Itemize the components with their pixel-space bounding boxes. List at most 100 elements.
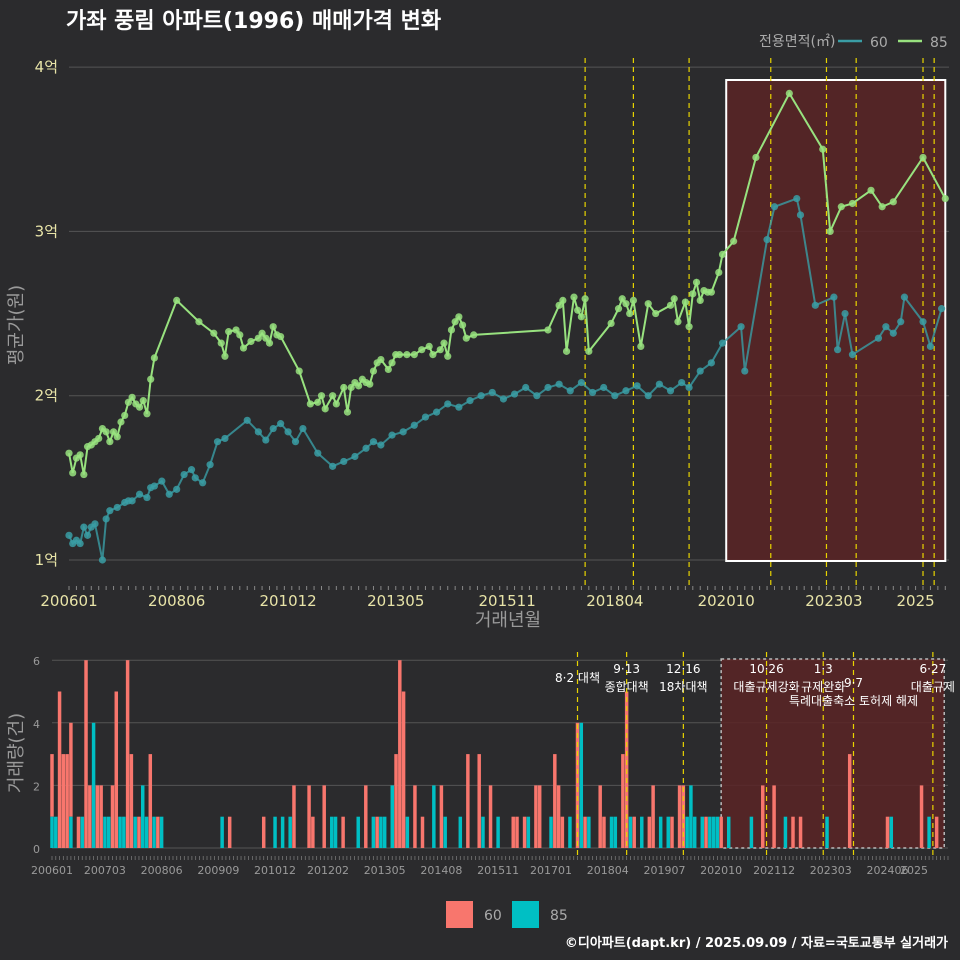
price-point-85: [581, 295, 589, 303]
volume-bar-85: [587, 816, 591, 848]
price-point-85: [95, 434, 103, 443]
price-point-60: [488, 388, 496, 397]
y-tick-label: 1억: [35, 551, 58, 569]
volume-bar-60: [556, 785, 561, 848]
volume-bar-85: [481, 816, 485, 848]
x-axis-label-price: 거래년월: [475, 610, 541, 631]
price-point-85: [147, 375, 155, 383]
legend-label-vol-85: 85: [550, 908, 568, 924]
volume-bar-60: [69, 722, 73, 817]
price-point-85: [109, 428, 118, 436]
volume-bar-85: [280, 816, 285, 848]
price-point-85: [277, 332, 285, 341]
price-point-85: [681, 298, 689, 306]
price-point-60: [707, 359, 715, 367]
price-point-60: [889, 329, 897, 337]
volume-bar-60: [670, 816, 674, 848]
price-point-85: [76, 451, 84, 459]
price-point-85: [848, 199, 857, 208]
price-point-60: [737, 323, 745, 331]
x-tick-label: 201907: [643, 864, 685, 877]
volume-bar-60: [704, 816, 708, 848]
price-point-85: [269, 323, 277, 331]
price-point-85: [340, 383, 348, 392]
price-point-85: [65, 449, 73, 457]
price-point-85: [314, 398, 322, 406]
volume-bar-85: [526, 816, 531, 848]
price-point-60: [76, 539, 84, 548]
price-point-60: [926, 342, 935, 351]
price-point-85: [692, 278, 701, 286]
price-point-60: [666, 387, 675, 395]
price-point-60: [340, 457, 348, 466]
price-point-60: [213, 438, 222, 446]
x-tick-label: 200806: [141, 864, 183, 877]
volume-bar-85: [133, 816, 137, 848]
volume-bar-60: [761, 785, 765, 848]
price-point-85: [384, 365, 392, 374]
price-point-85: [555, 301, 563, 309]
price-point-85: [425, 342, 433, 351]
y-tick-label: 6: [33, 655, 40, 668]
price-point-85: [113, 433, 121, 441]
y-axis-label-price: 평균가(원): [6, 285, 27, 365]
y-axis-label-volume: 거래량(건): [6, 713, 27, 793]
volume-bar-85: [106, 816, 111, 848]
price-point-85: [135, 403, 144, 411]
volume-bar-60: [88, 785, 92, 848]
price-point-85: [685, 323, 693, 331]
volume-bar-60: [125, 660, 130, 848]
price-point-60: [362, 444, 370, 452]
price-point-60: [588, 388, 597, 397]
price-point-85: [889, 198, 897, 206]
price-point-60: [369, 438, 378, 446]
price-point-85: [577, 313, 586, 321]
volume-bar-85: [658, 816, 663, 848]
price-point-85: [455, 313, 463, 321]
volume-bar-85: [726, 816, 731, 848]
volume-bar-60: [583, 816, 587, 848]
price-point-60: [741, 367, 749, 375]
x-tick-label: 202406: [867, 864, 909, 877]
volume-bar-85: [825, 816, 829, 848]
volume-bar-60: [560, 816, 565, 848]
price-point-60: [811, 301, 819, 309]
volume-bar-60: [413, 785, 417, 848]
volume-bar-85: [628, 816, 633, 848]
price-point-85: [878, 203, 886, 211]
price-point-85: [225, 328, 233, 336]
volume-bar-60: [322, 785, 326, 848]
volume-bar-85: [330, 816, 334, 848]
price-point-85: [236, 331, 244, 339]
bottom-legend: 60 85: [446, 901, 568, 928]
price-point-85: [102, 428, 110, 436]
price-point-60: [351, 452, 359, 461]
volume-bar-60: [311, 816, 315, 848]
legend-title: 전용면적(㎡): [759, 34, 835, 50]
volume-bar-85: [496, 816, 500, 848]
price-point-60: [544, 383, 552, 392]
price-point-85: [388, 359, 396, 367]
policy-annotation-date: 1·3: [814, 662, 833, 676]
volume-bar-60: [114, 691, 119, 848]
x-tick-label: 200703: [84, 864, 126, 877]
price-point-85: [258, 329, 266, 337]
x-tick-label: 2025: [896, 592, 934, 610]
price-line-60: [68, 197, 943, 561]
x-tick-label: 200909: [197, 864, 239, 877]
price-point-85: [347, 383, 355, 392]
price-point-85: [837, 203, 845, 211]
price-point-85: [173, 296, 181, 305]
price-point-60: [150, 482, 159, 490]
volume-bar-85: [390, 785, 394, 848]
volume-bar-60: [511, 816, 515, 848]
x-tick-label: 201804: [586, 592, 643, 610]
price-point-60: [135, 490, 144, 498]
price-point-60: [600, 383, 608, 392]
price-point-60: [128, 497, 136, 505]
x-tick-label: 201511: [477, 864, 519, 877]
volume-bar-85: [80, 816, 84, 848]
price-point-85: [355, 382, 363, 390]
y-tick-label: 3억: [35, 222, 58, 240]
price-point-60: [91, 520, 99, 528]
